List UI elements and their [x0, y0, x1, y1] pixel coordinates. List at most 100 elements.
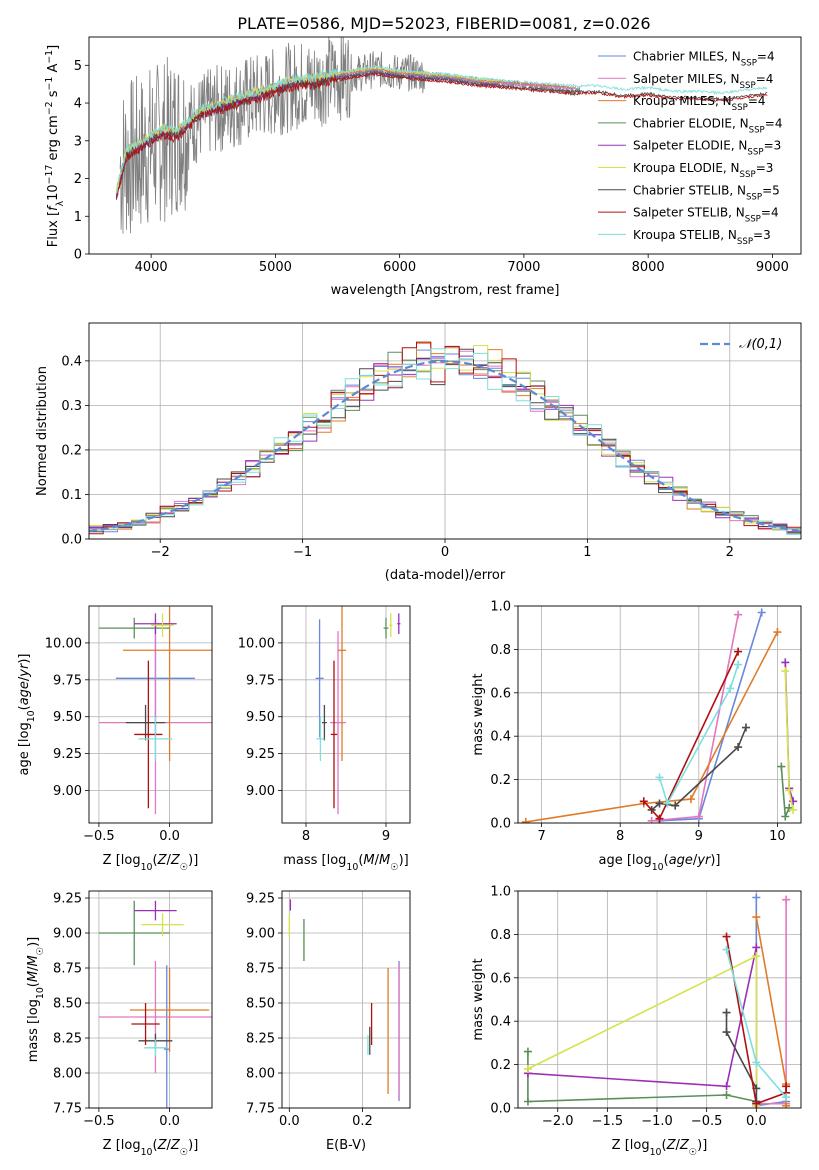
y-tick-label: 9.50 [246, 710, 275, 725]
y-axis-label: mass weight [471, 673, 486, 755]
weight-line [525, 631, 779, 823]
weight-marker [785, 786, 794, 795]
y-tick-label: 0.6 [490, 686, 511, 701]
x-axis-label: E(B-V) [326, 1138, 366, 1153]
errorbar-point [330, 660, 338, 809]
weight-marker [734, 610, 743, 619]
y-tick-label: 8.75 [53, 962, 82, 977]
label-part: s [46, 90, 61, 101]
label-part: Chabrier STELIB, N [633, 183, 746, 197]
label-part: 10 [26, 710, 37, 722]
weight-marker [726, 684, 735, 693]
weight-marker [639, 797, 648, 806]
legend-label: Chabrier ELODIE, NSSP=4 [633, 116, 782, 135]
label-part: Salpeter MILES, N [633, 72, 740, 86]
weight-marker [722, 1008, 731, 1017]
label-part: Chabrier ELODIE, N [633, 116, 749, 130]
weight-line [527, 947, 758, 1104]
y-tick-label: 3 [74, 134, 82, 149]
weight-line [658, 664, 739, 806]
errorbar-point [122, 606, 212, 761]
weight-marker [752, 893, 761, 902]
y-tick-label: 7.75 [53, 1102, 82, 1117]
y-tick-label: 8.25 [53, 1032, 82, 1047]
y-tick-label: 8.50 [246, 997, 275, 1012]
y-tick-label: 10.00 [45, 636, 82, 651]
label-part: SSP [737, 237, 753, 247]
label-part: λ [55, 200, 66, 206]
label-part: 10 [650, 1147, 662, 1158]
label-part: SSP [732, 103, 748, 113]
label-part: −1 [44, 50, 55, 64]
y-tick-label: 9.00 [53, 927, 82, 942]
label-part: Salpeter STELIB, N [633, 206, 745, 220]
errorbar-point [98, 617, 170, 639]
label-part: age [669, 853, 693, 868]
weight-marker [722, 1028, 731, 1037]
axes-frame [88, 36, 802, 255]
weight-marker [694, 812, 703, 821]
y-tick-label: 9.75 [246, 673, 275, 688]
label-part: SSP [740, 170, 756, 180]
label-part: Z [666, 1138, 677, 1153]
label-part: mass [log [26, 999, 41, 1062]
x-tick-label: 8 [302, 829, 310, 844]
label-part: M [26, 971, 41, 982]
y-tick-label: 9.00 [53, 784, 82, 799]
y-tick-label: 0.8 [490, 928, 511, 943]
label-part: ☉ [390, 862, 398, 873]
weight-marker [752, 913, 761, 922]
y-tick-label: 0.4 [490, 1015, 511, 1030]
label-part: M [379, 853, 390, 868]
errorbar-point [134, 660, 163, 809]
legend-label: Chabrier MILES, NSSP=4 [633, 50, 775, 69]
x-tick-label: 9 [382, 829, 390, 844]
label-part: / [375, 853, 380, 868]
plot-area [315, 606, 401, 815]
label-part: 10 [652, 862, 664, 873]
y-tick-label: 0.2 [490, 773, 511, 788]
label-part: Z [157, 1138, 168, 1153]
errorbar-point [131, 1003, 160, 1045]
x-tick-label: 8 [616, 829, 624, 844]
x-tick-label: −1.0 [641, 1114, 673, 1129]
label-part: 10 [46, 184, 61, 201]
y-tick-label: 0.0 [61, 533, 82, 548]
x-tick-label: 0.0 [279, 1114, 300, 1129]
label-part: / [675, 1138, 680, 1153]
label-part: −17 [44, 165, 55, 185]
y-tick-label: 0.2 [490, 1058, 511, 1073]
label-part: age [17, 681, 32, 705]
x-tick-label: 7 [537, 829, 545, 844]
label-part: =4 [756, 72, 774, 86]
x-tick-label: 8000 [632, 260, 665, 275]
label-part: =3 [756, 161, 774, 175]
weight-marker [722, 1090, 731, 1099]
label-part: SSP [741, 59, 757, 69]
label-part: =3 [764, 139, 782, 153]
weight-marker [773, 628, 782, 637]
y-axis-label: Normed distribution [35, 366, 50, 496]
label-part: / [166, 853, 171, 868]
plot-area [288, 899, 400, 1101]
x-tick-label: 0.0 [746, 1114, 767, 1129]
weight-line [755, 916, 787, 1106]
weight-line [527, 954, 758, 1106]
weight-marker [752, 952, 761, 961]
x-tick-label: 0 [441, 545, 449, 560]
x-tick-label: 6000 [383, 260, 416, 275]
axes-mass-weight-vs-Z: −2.0 −1.5 −1.0 −0.5 0.0 0.0 0.2 0.4 0.6 0.8 1.0 Z [… [471, 885, 802, 1158]
x-axis-label: Z [log10(Z/Z☉)] [612, 1138, 708, 1158]
weight-marker [647, 816, 656, 823]
x-tick-label: 0.2 [352, 1114, 373, 1129]
x-tick-label: 9000 [756, 260, 789, 275]
label-part: ( [153, 853, 158, 868]
label-part: Z [157, 853, 168, 868]
label-part: )] [26, 937, 41, 947]
errorbar-point [151, 613, 174, 637]
panels: 4000 5000 6000 7000 8000 9000 0 1 2 3 4 5 wavelength… [17, 36, 802, 1158]
y-tick-label: 1 [74, 210, 82, 225]
label-part: yr [696, 853, 712, 868]
axes-frame [88, 890, 213, 1109]
x-tick-label: 7000 [507, 260, 540, 275]
